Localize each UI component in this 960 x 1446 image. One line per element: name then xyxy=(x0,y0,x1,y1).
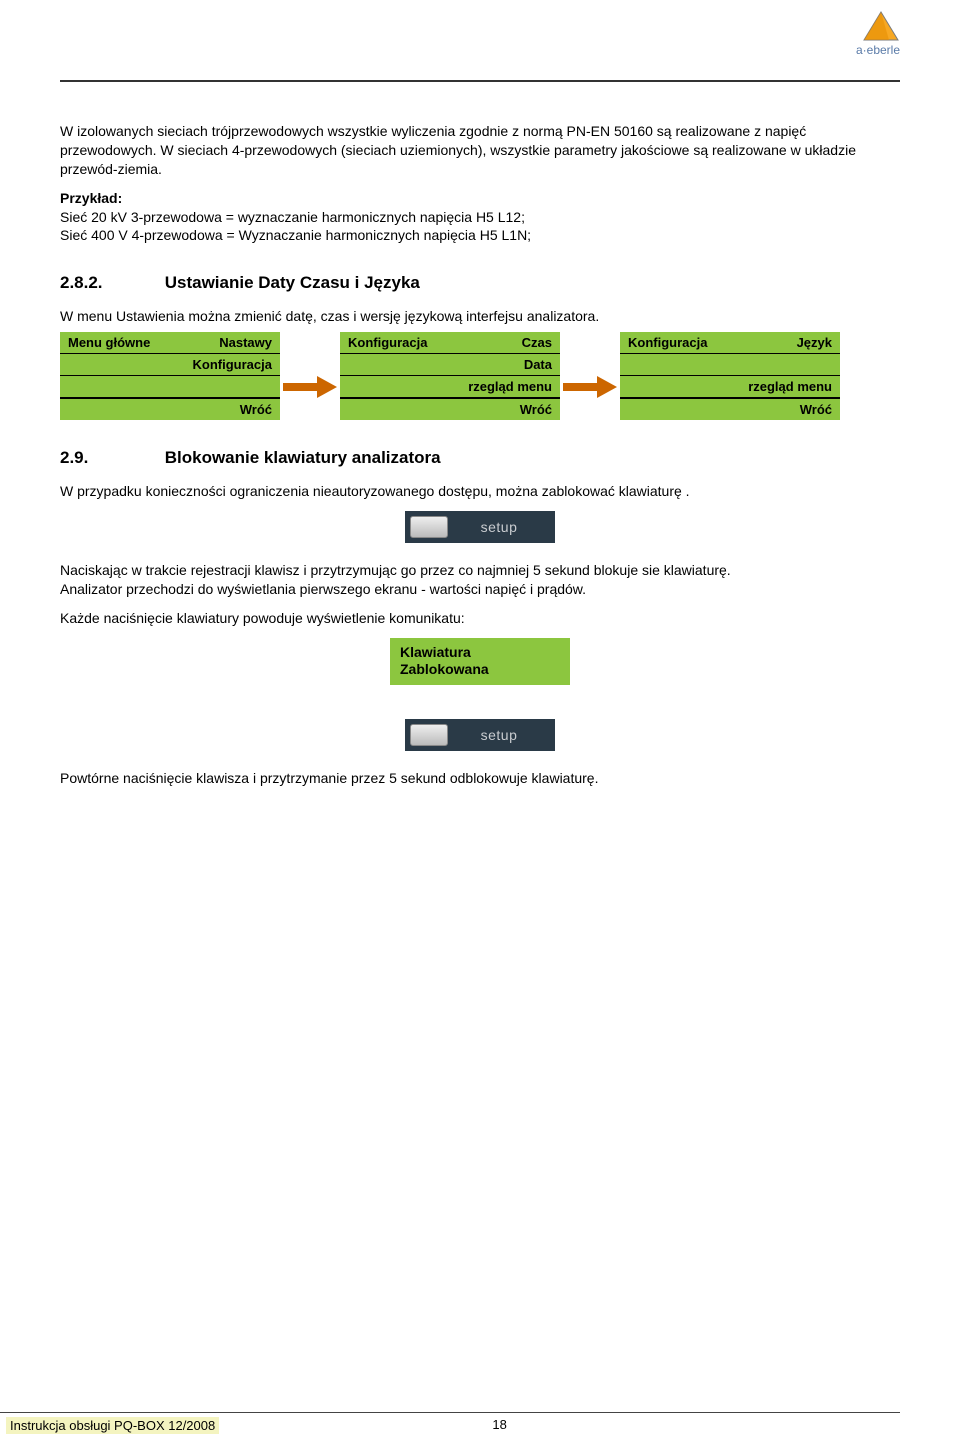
arrow-icon xyxy=(563,376,617,398)
menu-flow: Menu główne Nastawy Konfiguracja Wróć Ko… xyxy=(60,332,900,420)
sec29-p3: Każde naciśnięcie klawiatury powoduje wy… xyxy=(60,609,900,628)
arrow-icon xyxy=(283,376,337,398)
heading-29: 2.9. Blokowanie klawiatury analizatora xyxy=(60,448,900,468)
key-icon xyxy=(410,516,448,538)
setup-button-1: setup xyxy=(405,511,555,543)
paragraph-intro: W izolowanych sieciach trójprzewodowych … xyxy=(60,122,900,179)
example-label: Przykład xyxy=(60,190,118,206)
key-icon xyxy=(410,724,448,746)
menu-box-3: Konfiguracja Język rzegląd menu Wróć xyxy=(620,332,840,420)
setup-button-2: setup xyxy=(405,719,555,751)
menu-box-2: Konfiguracja Czas Data rzegląd menu Wróć xyxy=(340,332,560,420)
sec282-intro: W menu Ustawienia można zmienić datę, cz… xyxy=(60,307,900,326)
brand-text: a·eberle xyxy=(856,43,900,57)
menu-box-1: Menu główne Nastawy Konfiguracja Wróć xyxy=(60,332,280,420)
locked-message: Klawiatura Zablokowana xyxy=(390,638,570,685)
heading-282: 2.8.2. Ustawianie Daty Czasu i Języka xyxy=(60,273,900,293)
brand-logo: a·eberle xyxy=(856,10,900,57)
example-line2: Sieć 400 V 4-przewodowa = Wyznaczanie ha… xyxy=(60,227,531,243)
example-block: Przykład: Sieć 20 kV 3-przewodowa = wyzn… xyxy=(60,189,900,246)
triangle-icon xyxy=(862,10,900,42)
footer-page-number: 18 xyxy=(219,1417,960,1434)
sec29-p2: Naciskając w trakcie rejestracji klawisz… xyxy=(60,561,900,599)
example-line1: Sieć 20 kV 3-przewodowa = wyznaczanie ha… xyxy=(60,209,525,225)
footer-doc-title: Instrukcja obsługi PQ-BOX 12/2008 xyxy=(6,1417,219,1434)
sec29-p1: W przypadku konieczności ograniczenia ni… xyxy=(60,482,900,501)
page-footer: Instrukcja obsługi PQ-BOX 12/2008 18 xyxy=(0,1412,960,1434)
header-rule xyxy=(60,80,900,82)
sec29-p4: Powtórne naciśnięcie klawisza i przytrzy… xyxy=(60,769,900,788)
